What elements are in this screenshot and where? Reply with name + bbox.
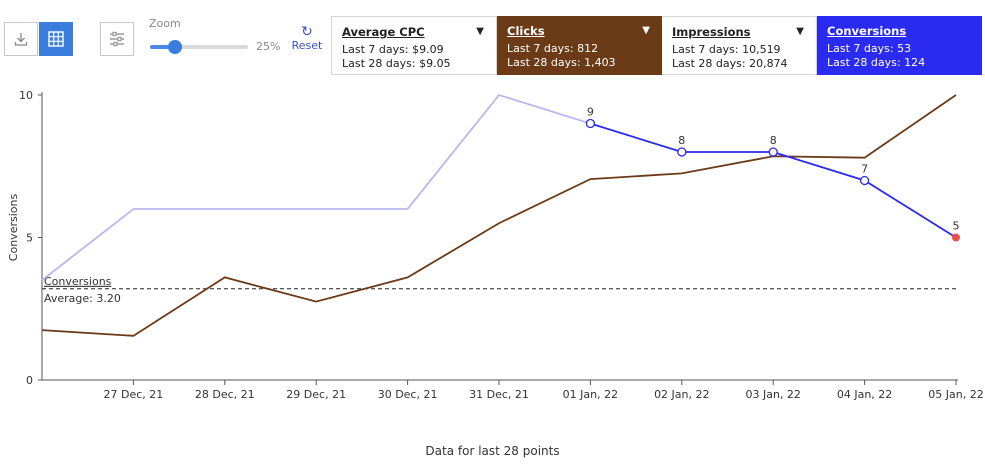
table-grid-icon — [48, 31, 64, 47]
metric-last-28-days: Last 28 days: 1,403 — [507, 56, 616, 69]
x-tick-label: 31 Dec, 21 — [469, 388, 529, 401]
chart-settings-button[interactable] — [100, 22, 134, 56]
conversions-data-label: 5 — [953, 220, 960, 233]
x-tick-label: 01 Jan, 22 — [563, 388, 618, 401]
metric-title: Impressions — [672, 25, 751, 39]
x-tick-label: 03 Jan, 22 — [745, 388, 800, 401]
zoom-slider[interactable] — [150, 40, 248, 54]
dropdown-caret-icon[interactable]: ▼ — [476, 26, 484, 37]
x-tick-label: 29 Dec, 21 — [286, 388, 346, 401]
conversions-point — [859, 175, 870, 186]
conversions-point — [768, 147, 778, 157]
x-tick-label: 04 Jan, 22 — [837, 388, 892, 401]
table-view-button[interactable] — [39, 22, 73, 56]
metric-card-impressions[interactable]: Impressions ▼ Last 7 days: 10,519 Last 2… — [662, 16, 817, 75]
reset-label: Reset — [291, 39, 323, 52]
y-axis-label: Conversions — [7, 194, 20, 262]
x-tick-label: 30 Dec, 21 — [378, 388, 438, 401]
conversions-series-line-faded — [41, 93, 591, 281]
metric-title: Clicks — [507, 24, 545, 38]
x-tick-label: 28 Dec, 21 — [195, 388, 255, 401]
x-tick-label: 05 Jan, 22 — [928, 388, 983, 401]
metric-last-7-days: Last 7 days: 10,519 — [672, 43, 781, 56]
reset-button[interactable]: ↻ Reset — [291, 25, 323, 52]
metric-title: Conversions — [827, 24, 907, 38]
sliders-icon — [110, 31, 124, 47]
metric-last-28-days: Last 28 days: 20,874 — [672, 57, 788, 70]
metric-title: Average CPC — [342, 25, 425, 39]
conversions-data-label: 7 — [861, 163, 868, 176]
download-button[interactable] — [4, 22, 38, 56]
dropdown-caret-icon[interactable]: ▼ — [796, 26, 804, 37]
zoom-value: 25% — [256, 40, 281, 53]
reference-average-label: Average: 3.20 — [44, 292, 121, 305]
metric-card-clicks[interactable]: Clicks ▼ Last 7 days: 812 Last 28 days: … — [497, 16, 662, 75]
x-tick-label: 27 Dec, 21 — [104, 388, 164, 401]
x-tick-label: 02 Jan, 22 — [654, 388, 709, 401]
metric-last-28-days: Last 28 days: 124 — [827, 56, 926, 69]
y-tick-label: 10 — [19, 89, 33, 102]
conversions-point — [585, 118, 596, 129]
conversions-data-label: 8 — [770, 134, 777, 147]
metric-last-28-days: Last 28 days: $9.05 — [342, 57, 451, 70]
y-tick-label: 5 — [26, 232, 33, 245]
conversions-point — [677, 147, 687, 157]
conversions-point-selected — [952, 233, 960, 242]
download-icon — [14, 33, 28, 46]
reset-icon: ↻ — [301, 24, 313, 40]
dropdown-caret-icon[interactable]: ▼ — [642, 25, 650, 36]
clicks-series-line — [41, 94, 957, 337]
metric-card-conversions[interactable]: Conversions Last 7 days: 53 Last 28 days… — [817, 16, 982, 75]
metric-last-7-days: Last 7 days: 53 — [827, 42, 912, 55]
zoom-slider-thumb[interactable] — [167, 40, 182, 54]
metric-card-average-cpc[interactable]: Average CPC ▼ Last 7 days: $9.09 Last 28… — [331, 16, 497, 75]
reference-series-label: Conversions — [44, 275, 112, 288]
metric-last-7-days: Last 7 days: 812 — [507, 42, 599, 55]
metric-last-7-days: Last 7 days: $9.09 — [342, 43, 444, 56]
y-tick-label: 0 — [26, 374, 33, 387]
conversions-data-label: 9 — [587, 106, 594, 119]
zoom-label: Zoom — [149, 17, 181, 30]
chart-footer: Data for last 28 points — [425, 444, 560, 458]
zoom-slider-fill — [150, 45, 175, 49]
conversions-data-label: 8 — [678, 134, 685, 147]
